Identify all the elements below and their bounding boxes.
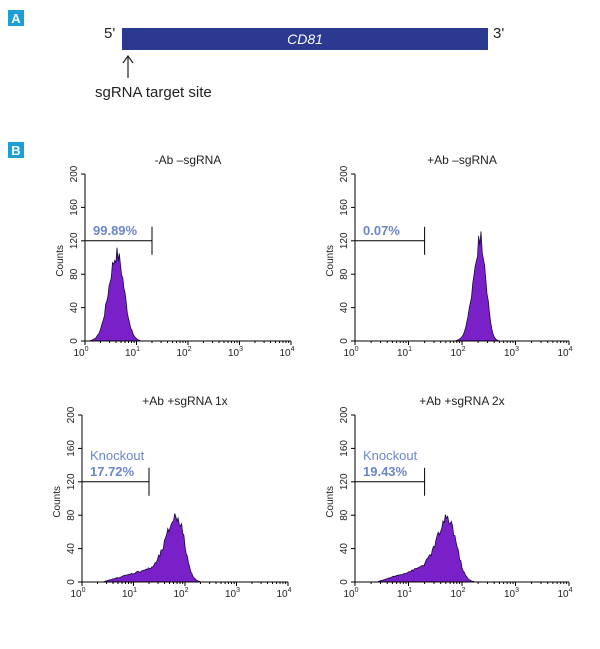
y-tick-label: 40 xyxy=(66,543,77,555)
x-tick-label: 101 xyxy=(125,346,140,359)
x-tick-label: 100 xyxy=(70,587,85,600)
y-tick-label: 0 xyxy=(66,579,77,585)
y-tick-label: 160 xyxy=(339,440,350,457)
x-tick-label: 100 xyxy=(73,346,88,359)
histogram-grid: -Ab –sgRNA 0 40 80 120 160 200 Counts 100 101 102 1… xyxy=(52,153,573,600)
x-tick-label: 100 xyxy=(343,587,358,600)
y-tick-label: 0 xyxy=(69,338,80,344)
gate-label: Knockout xyxy=(90,448,145,463)
gate-percent: 19.43% xyxy=(363,464,408,479)
x-tick-label: 102 xyxy=(450,587,465,600)
x-tick-label: 101 xyxy=(122,587,137,600)
y-tick-label: 40 xyxy=(339,543,350,555)
y-tick-label: 120 xyxy=(66,473,77,490)
x-tick-label: 103 xyxy=(504,587,519,600)
y-tick-label: 80 xyxy=(69,268,80,280)
x-tick-label: 104 xyxy=(557,346,572,359)
gate-label: Knockout xyxy=(363,448,418,463)
y-axis-label: Counts xyxy=(55,245,66,277)
y-tick-label: 200 xyxy=(339,406,350,423)
gene-name: CD81 xyxy=(287,31,323,47)
y-tick-label: 120 xyxy=(339,473,350,490)
x-tick-label: 101 xyxy=(397,587,412,600)
plot-title: +Ab –sgRNA xyxy=(427,153,497,167)
y-tick-label: 120 xyxy=(69,232,80,249)
y-tick-label: 200 xyxy=(69,165,80,182)
histogram-area xyxy=(82,513,288,583)
x-tick-label: 104 xyxy=(279,346,294,359)
histogram-plot-4: +Ab +sgRNA 2x 0 40 80 120 160 200 Counts 100 101 1… xyxy=(325,394,573,600)
histogram-plot-1: -Ab –sgRNA 0 40 80 120 160 200 Counts 100 101 102 1… xyxy=(55,153,295,359)
three-prime-label: 3' xyxy=(493,25,504,42)
y-tick-label: 80 xyxy=(66,509,77,521)
panel-a-badge-box xyxy=(8,10,24,26)
target-arrow-icon xyxy=(122,54,134,78)
histogram-area xyxy=(85,247,291,342)
x-tick-label: 103 xyxy=(504,346,519,359)
y-axis-label: Counts xyxy=(325,245,336,277)
plot-title: -Ab –sgRNA xyxy=(155,153,222,167)
y-tick-label: 80 xyxy=(339,268,350,280)
gate-percent: 99.89% xyxy=(93,223,138,238)
y-tick-label: 40 xyxy=(69,302,80,314)
y-tick-label: 120 xyxy=(339,232,350,249)
five-prime-label: 5' xyxy=(104,25,115,42)
panel-b-badge-letter: B xyxy=(11,143,20,158)
x-tick-label: 103 xyxy=(228,346,243,359)
gate-percent: 0.07% xyxy=(363,223,400,238)
x-tick-label: 102 xyxy=(176,346,191,359)
panel-a-badge-letter: A xyxy=(11,11,21,26)
gene-bar xyxy=(122,28,488,50)
histogram-area xyxy=(355,231,569,342)
histogram-plot-2: +Ab –sgRNA 0 40 80 120 160 200 Counts 100 101 102 1… xyxy=(325,153,573,359)
x-tick-label: 101 xyxy=(397,346,412,359)
y-tick-label: 0 xyxy=(339,338,350,344)
y-tick-label: 200 xyxy=(339,165,350,182)
y-tick-label: 0 xyxy=(339,579,350,585)
x-tick-label: 102 xyxy=(173,587,188,600)
histogram-area xyxy=(355,514,569,583)
y-tick-label: 80 xyxy=(339,509,350,521)
y-tick-label: 160 xyxy=(339,199,350,216)
x-tick-label: 103 xyxy=(225,587,240,600)
histogram-plot-3: +Ab +sgRNA 1x 0 40 80 120 160 200 Counts 100 101 1… xyxy=(52,394,292,600)
gate-percent: 17.72% xyxy=(90,464,135,479)
plot-title: +Ab +sgRNA 2x xyxy=(419,394,504,408)
target-site-label: sgRNA target site xyxy=(95,84,212,101)
y-axis-label: Counts xyxy=(52,486,63,518)
y-tick-label: 200 xyxy=(66,406,77,423)
x-tick-label: 102 xyxy=(450,346,465,359)
x-tick-label: 104 xyxy=(557,587,572,600)
panel-b-badge-box xyxy=(8,142,24,158)
y-tick-label: 160 xyxy=(66,440,77,457)
panel-a: A 5' CD81 3' sgRNA target site xyxy=(8,10,504,101)
panel-b: B xyxy=(8,142,24,158)
x-tick-label: 100 xyxy=(343,346,358,359)
plot-title: +Ab +sgRNA 1x xyxy=(142,394,227,408)
x-tick-label: 104 xyxy=(276,587,291,600)
y-tick-label: 40 xyxy=(339,302,350,314)
y-tick-label: 160 xyxy=(69,199,80,216)
y-axis-label: Counts xyxy=(325,486,336,518)
